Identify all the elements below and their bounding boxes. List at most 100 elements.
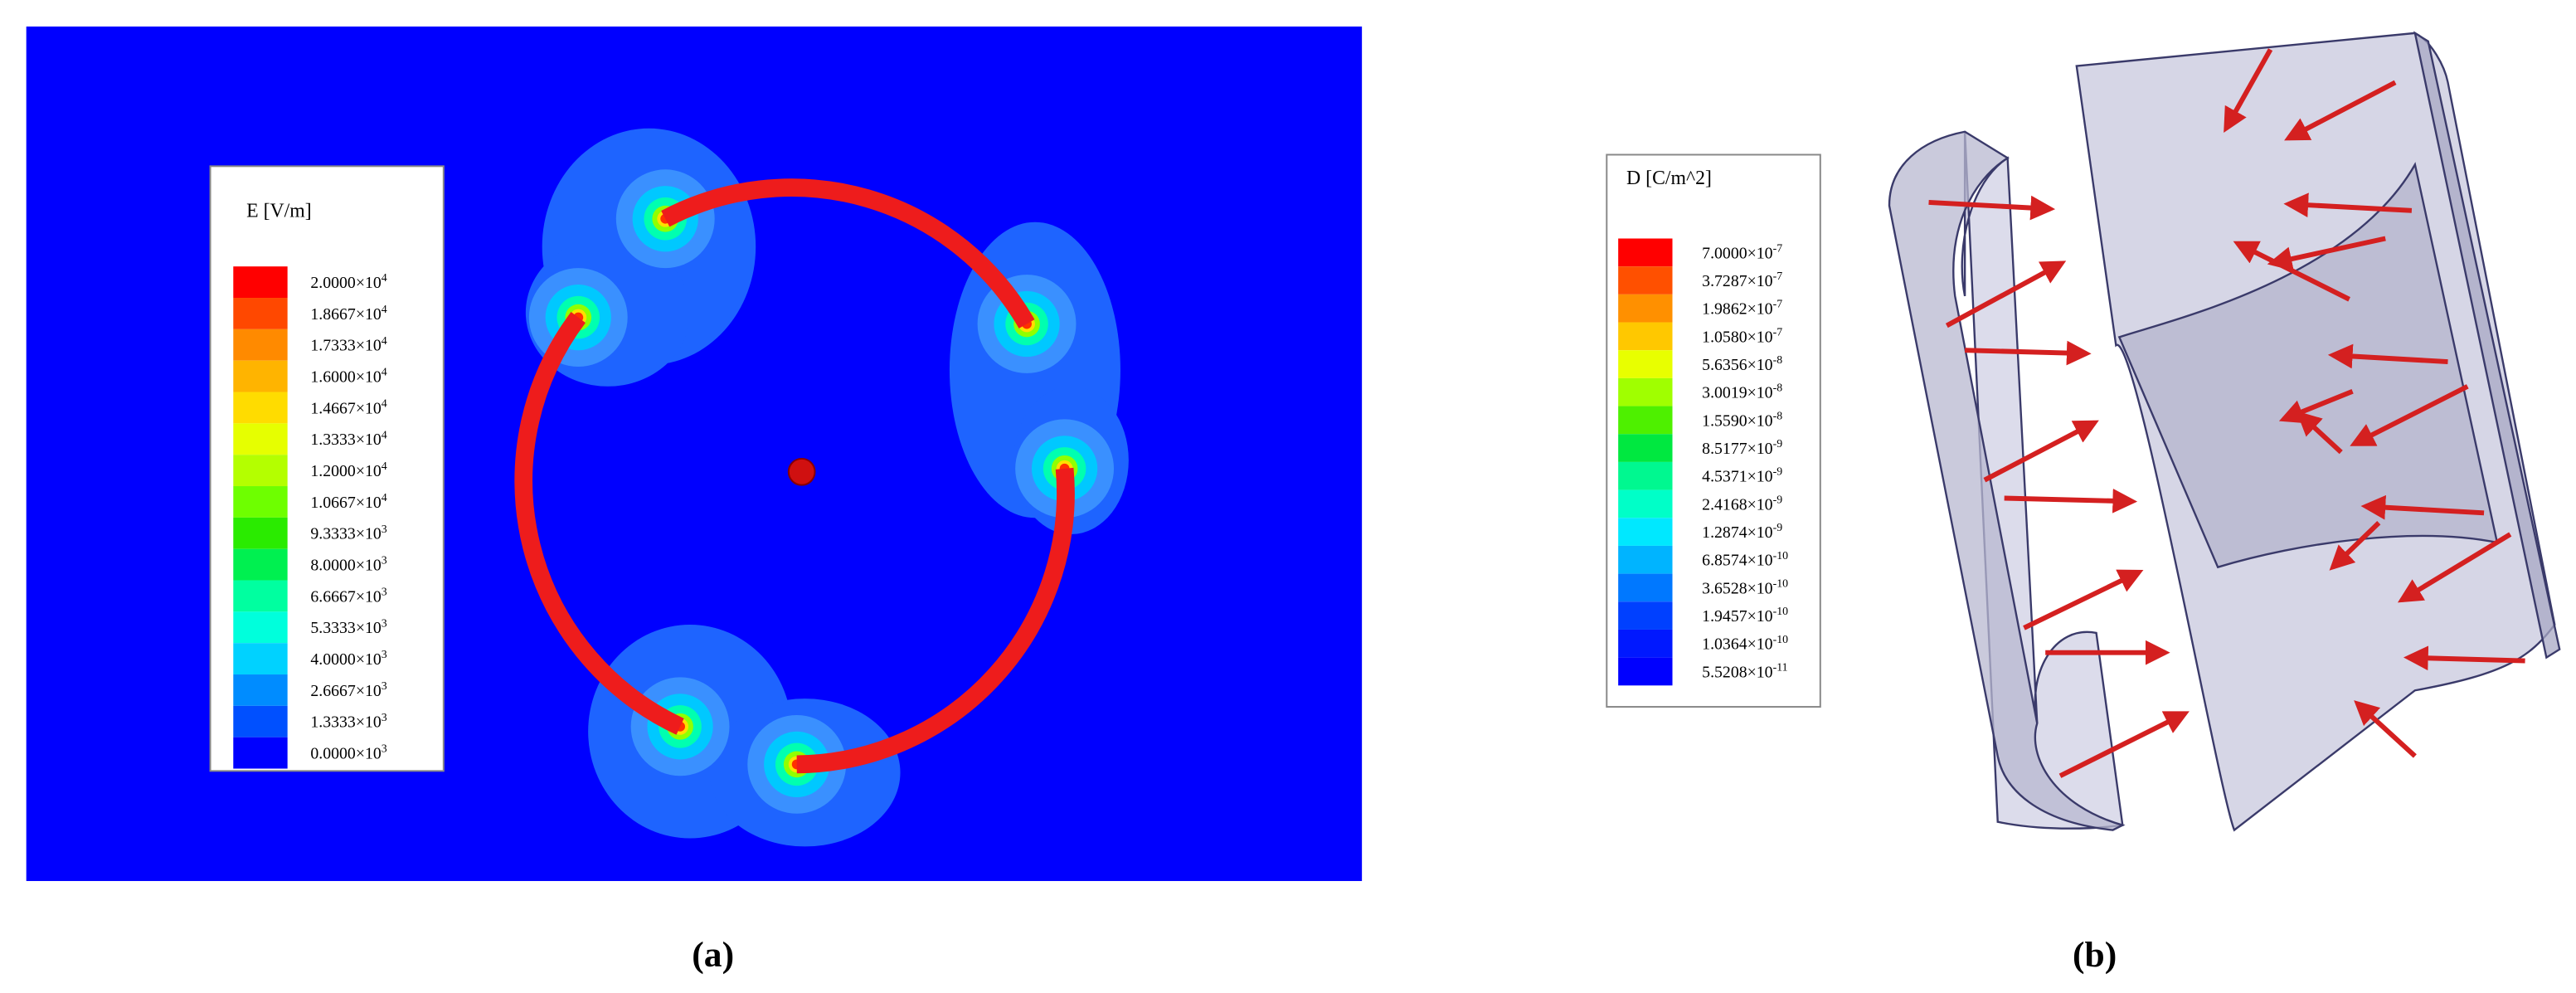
label-mantissa: 5.5208×10 — [1702, 663, 1773, 681]
legend-label: 8.5177×10-9 — [1702, 437, 1782, 458]
field-arrow — [2224, 48, 2273, 133]
legend-swatch — [233, 298, 288, 329]
field-arrow — [2354, 700, 2417, 758]
label-mantissa: 1.5590×10 — [1702, 411, 1773, 430]
legend-label: 5.5208×10-11 — [1702, 660, 1787, 681]
label-mantissa: 1.4667×10 — [310, 399, 382, 417]
label-exponent: -10 — [1773, 633, 1789, 645]
legend-label: 1.9457×10-10 — [1702, 605, 1788, 625]
legend-label: 6.8574×10-10 — [1702, 549, 1788, 570]
electrode-arc — [796, 467, 1075, 774]
legend-swatch — [1618, 545, 1673, 574]
legend: 7.0000×10-73.7287×10-71.9862×10-71.0580×… — [1618, 238, 1788, 686]
label-exponent: 4 — [382, 271, 387, 284]
label-exponent: 3 — [382, 616, 387, 629]
field-arrow — [1983, 420, 2099, 483]
legend-swatch — [1618, 406, 1673, 435]
label-mantissa: 7.0000×10 — [1702, 244, 1773, 262]
legend-swatch — [233, 517, 288, 549]
legend-label: 2.4168×10-9 — [1702, 493, 1782, 514]
center-conductor — [787, 457, 816, 486]
legend-label: 4.0000×103 — [310, 648, 386, 669]
legend-label: 1.7333×104 — [310, 334, 386, 355]
label-mantissa: 9.3333×10 — [310, 525, 382, 543]
legend-swatch — [1618, 350, 1673, 378]
field-arrow — [2023, 569, 2144, 630]
legend-swatch — [1618, 657, 1673, 686]
field-arrow — [1928, 195, 2056, 221]
legend-label: 9.3333×103 — [310, 523, 386, 543]
legend-swatch — [233, 674, 288, 706]
legend-swatch — [233, 329, 288, 361]
electrode-arc — [661, 178, 1035, 329]
label-exponent: -7 — [1773, 241, 1783, 254]
legend-swatch — [1618, 294, 1673, 323]
label-exponent: -10 — [1773, 605, 1789, 617]
legend-label: 1.5590×10-8 — [1702, 409, 1782, 430]
label-exponent: -8 — [1773, 353, 1783, 366]
field-arrow — [2403, 645, 2525, 671]
field-arrow — [2327, 343, 2448, 369]
legend-swatch — [233, 423, 288, 455]
label-mantissa: 3.0019×10 — [1702, 384, 1773, 402]
label-mantissa: 5.6356×10 — [1702, 356, 1773, 374]
label-exponent: 4 — [382, 334, 387, 347]
legend-label: 1.4667×104 — [310, 397, 386, 417]
field-arrow — [2278, 388, 2354, 424]
field-arrow — [2283, 192, 2413, 218]
legend-label: 8.0000×103 — [310, 554, 386, 575]
legend-swatch — [1618, 266, 1673, 294]
legend-label: 1.0580×10-7 — [1702, 325, 1782, 346]
shell-inner — [2117, 162, 2499, 569]
label-mantissa: 6.6667×10 — [310, 587, 382, 606]
electrodes — [514, 178, 1075, 774]
label-exponent: -10 — [1773, 549, 1789, 562]
legend-swatch — [1618, 238, 1673, 267]
label-mantissa: 1.0364×10 — [1702, 635, 1773, 654]
legend-swatch — [1618, 573, 1673, 602]
label-exponent: 3 — [382, 554, 387, 567]
label-mantissa: 5.3333×10 — [310, 619, 382, 637]
label-exponent: 3 — [382, 742, 387, 755]
label-exponent: 3 — [382, 648, 387, 660]
panel-b: D [C/m^2] 7.0000×10-73.7287×10-71.9862×1… — [1606, 31, 2561, 975]
label-mantissa: 0.0000×10 — [310, 745, 382, 763]
label-mantissa: 2.6667×10 — [310, 682, 382, 700]
legend-label: 1.9862×10-7 — [1702, 298, 1782, 319]
shell-edge — [1888, 130, 2126, 831]
legend-label: 1.0364×10-10 — [1702, 633, 1788, 654]
legend-swatch — [233, 548, 288, 581]
legend-label: 1.2000×104 — [310, 460, 386, 480]
label-exponent: -11 — [1773, 660, 1788, 673]
label-exponent: 4 — [382, 303, 387, 315]
label-exponent: -7 — [1773, 325, 1783, 338]
label-mantissa: 1.8667×10 — [310, 305, 382, 324]
field-arrow — [2233, 241, 2350, 302]
field-arrow — [1965, 340, 2092, 366]
legend-label: 0.0000×103 — [310, 742, 386, 763]
legend-swatch — [233, 705, 288, 737]
label-mantissa: 1.9862×10 — [1702, 300, 1773, 319]
caption: (a) — [692, 935, 734, 975]
legend-swatch — [233, 643, 288, 675]
legend-swatch — [1618, 322, 1673, 351]
legend-title: E [V/m] — [246, 201, 312, 222]
field-arrow — [2397, 532, 2512, 603]
label-mantissa: 1.9457×10 — [1702, 607, 1773, 625]
field-arrow — [2267, 236, 2386, 271]
label-exponent: 4 — [382, 397, 387, 409]
legend-swatch — [1618, 489, 1673, 518]
label-mantissa: 3.6528×10 — [1702, 579, 1773, 597]
label-mantissa: 2.0000×10 — [310, 274, 382, 292]
label-exponent: -7 — [1773, 298, 1783, 310]
legend-swatch — [1618, 377, 1673, 406]
legend-swatch — [233, 455, 288, 487]
label-mantissa: 6.8574×10 — [1702, 552, 1773, 570]
label-exponent: -8 — [1773, 382, 1783, 394]
label-exponent: -9 — [1773, 521, 1783, 533]
label-mantissa: 1.2000×10 — [310, 462, 382, 480]
label-mantissa: 1.0667×10 — [310, 494, 382, 512]
legend-swatch — [1618, 434, 1673, 462]
field-arrow — [1945, 260, 2067, 329]
